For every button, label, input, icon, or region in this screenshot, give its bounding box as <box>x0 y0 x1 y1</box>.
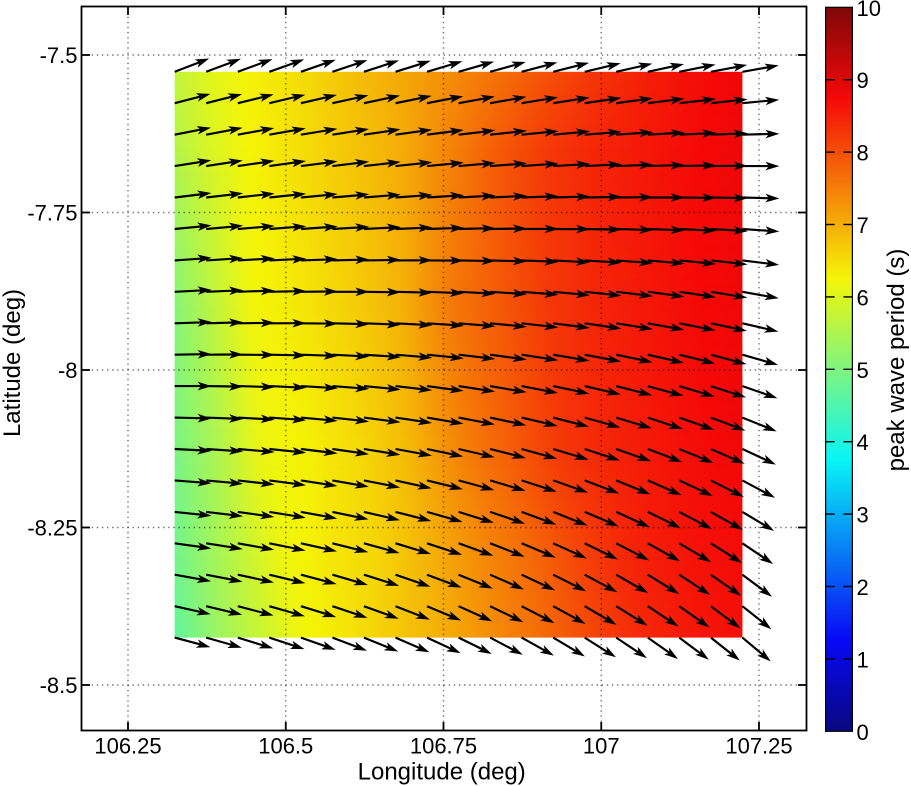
svg-text:106.75: 106.75 <box>410 734 477 759</box>
svg-text:peak wave period (s): peak wave period (s) <box>883 249 910 472</box>
svg-text:-8: -8 <box>58 358 78 383</box>
svg-text:8: 8 <box>857 141 869 166</box>
svg-text:-7.5: -7.5 <box>40 43 78 68</box>
svg-text:106.5: 106.5 <box>258 734 313 759</box>
svg-text:107: 107 <box>583 734 620 759</box>
svg-text:Longitude (deg): Longitude (deg) <box>358 759 526 786</box>
svg-text:107.25: 107.25 <box>725 734 792 759</box>
svg-text:-8.5: -8.5 <box>40 673 78 698</box>
svg-text:5: 5 <box>857 358 869 383</box>
svg-text:10: 10 <box>857 0 881 21</box>
svg-text:9: 9 <box>857 68 869 93</box>
svg-text:3: 3 <box>857 503 869 528</box>
svg-text:106.25: 106.25 <box>94 734 161 759</box>
svg-text:1: 1 <box>857 647 869 672</box>
svg-text:Latitude (deg): Latitude (deg) <box>0 289 26 437</box>
svg-text:2: 2 <box>857 575 869 600</box>
svg-text:6: 6 <box>857 285 869 310</box>
svg-text:0: 0 <box>857 720 869 745</box>
svg-text:-7.75: -7.75 <box>27 201 77 226</box>
svg-text:-8.25: -8.25 <box>27 516 77 541</box>
svg-text:4: 4 <box>857 430 869 455</box>
svg-text:7: 7 <box>857 213 869 238</box>
